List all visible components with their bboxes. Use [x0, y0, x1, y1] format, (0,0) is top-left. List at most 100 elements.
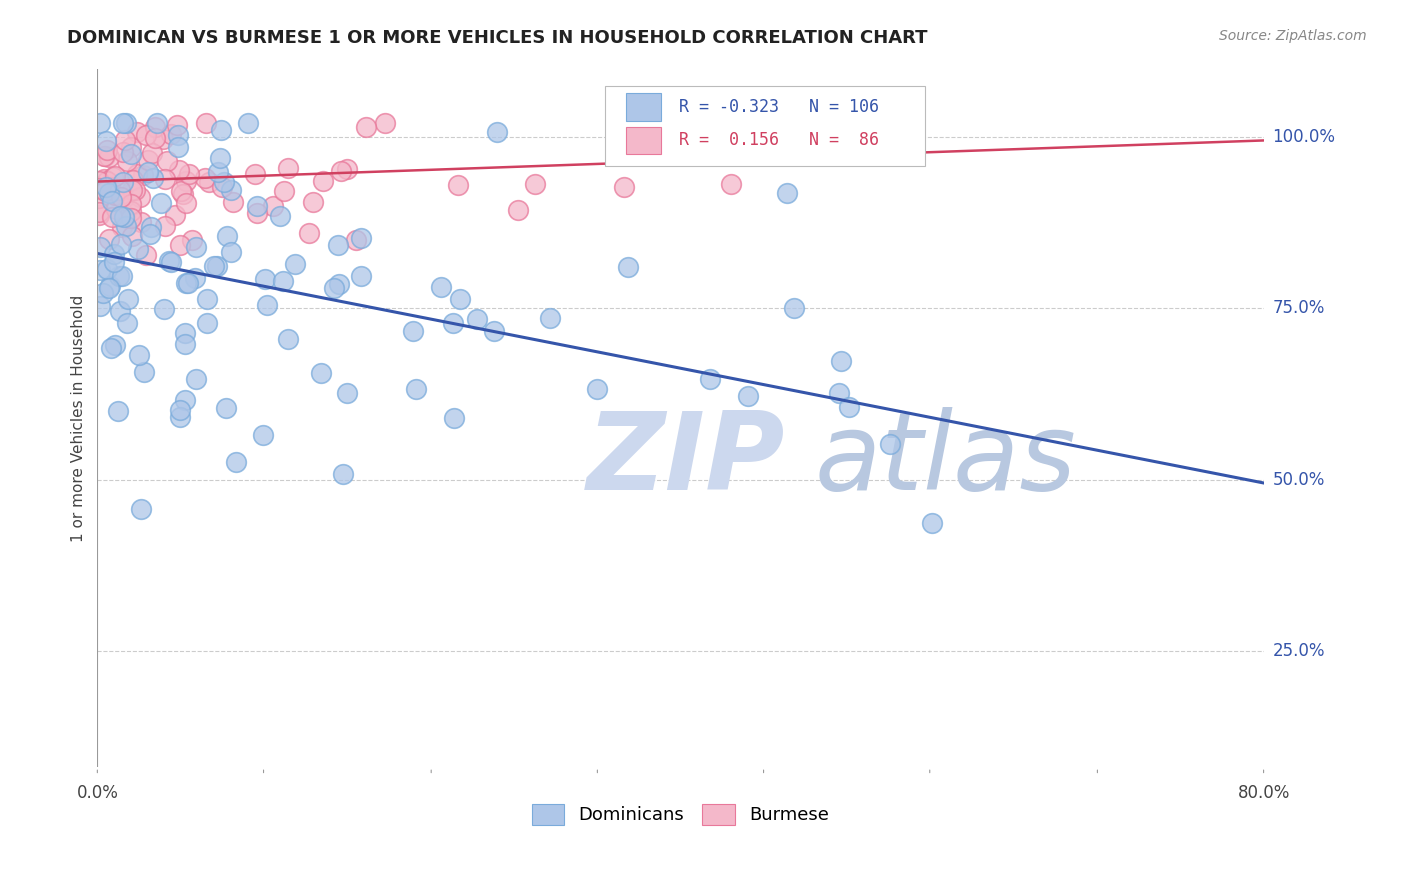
Point — [209, 123, 232, 137]
Point — [302, 194, 325, 209]
Point — [172, 186, 194, 201]
Point — [121, 183, 143, 197]
Point — [169, 238, 191, 252]
Point — [105, 202, 128, 216]
Point — [167, 140, 190, 154]
Text: 25.0%: 25.0% — [1272, 642, 1324, 660]
FancyBboxPatch shape — [605, 86, 925, 166]
Point — [828, 385, 851, 400]
Point — [443, 411, 465, 425]
Point — [143, 120, 166, 135]
Point — [136, 164, 159, 178]
Point — [114, 133, 136, 147]
FancyBboxPatch shape — [626, 93, 661, 121]
Point — [273, 184, 295, 198]
Point — [169, 409, 191, 424]
Point — [103, 169, 125, 184]
Point — [111, 116, 134, 130]
Point — [101, 211, 124, 225]
Point — [202, 260, 225, 274]
Point — [87, 204, 110, 219]
Point — [245, 167, 267, 181]
Point — [117, 292, 139, 306]
Point — [195, 316, 218, 330]
Point — [87, 174, 110, 188]
Point — [194, 170, 217, 185]
Point — [176, 276, 198, 290]
Point — [135, 128, 157, 142]
Point — [122, 173, 145, 187]
Point — [617, 260, 640, 275]
Point — [112, 191, 135, 205]
Text: ZIP: ZIP — [588, 407, 786, 513]
Point — [131, 214, 153, 228]
Point — [120, 140, 142, 154]
Point — [94, 149, 117, 163]
Point — [441, 316, 464, 330]
Point — [173, 393, 195, 408]
Point — [284, 257, 307, 271]
Point — [104, 338, 127, 352]
Point — [152, 302, 174, 317]
Point — [120, 147, 142, 161]
Point — [174, 174, 197, 188]
Point — [114, 116, 136, 130]
Point — [87, 182, 110, 196]
Point — [129, 502, 152, 516]
Point — [98, 278, 121, 293]
Point — [96, 174, 118, 188]
Point — [134, 365, 156, 379]
Point — [101, 194, 124, 209]
Point — [87, 208, 110, 222]
Point — [195, 292, 218, 306]
Point — [879, 437, 901, 451]
Point — [830, 353, 852, 368]
Point — [246, 206, 269, 220]
Point — [111, 219, 134, 234]
Point — [184, 270, 207, 285]
Text: R =  0.156   N =  86: R = 0.156 N = 86 — [679, 131, 879, 150]
Point — [156, 153, 179, 168]
Point — [166, 118, 188, 132]
Point — [145, 116, 167, 130]
Point — [246, 199, 269, 213]
Point — [921, 516, 943, 530]
Point — [198, 175, 221, 189]
Point — [252, 427, 274, 442]
Point — [298, 226, 321, 240]
Point — [111, 268, 134, 283]
Point — [330, 163, 353, 178]
Point — [89, 263, 111, 277]
Point — [673, 146, 696, 161]
Point — [447, 178, 470, 192]
Point — [138, 153, 160, 167]
Point — [120, 211, 142, 225]
Text: Source: ZipAtlas.com: Source: ZipAtlas.com — [1219, 29, 1367, 43]
Point — [222, 194, 245, 209]
Text: 100.0%: 100.0% — [1272, 128, 1336, 146]
Point — [115, 219, 138, 233]
Point — [89, 240, 111, 254]
Point — [152, 132, 174, 146]
Text: 75.0%: 75.0% — [1272, 300, 1324, 318]
Point — [311, 366, 333, 380]
Point — [121, 229, 143, 244]
Point — [165, 208, 187, 222]
Point — [344, 233, 367, 247]
Point — [97, 150, 120, 164]
Point — [103, 188, 125, 202]
Point — [184, 372, 207, 386]
Point — [112, 145, 135, 160]
Point — [93, 172, 115, 186]
Point — [177, 167, 200, 181]
Point — [219, 183, 242, 197]
Point — [111, 175, 134, 189]
Point — [167, 163, 190, 178]
Point — [173, 337, 195, 351]
Point — [87, 191, 110, 205]
Point — [96, 143, 118, 157]
Point — [486, 125, 509, 139]
Point — [212, 175, 235, 189]
Point — [184, 240, 207, 254]
Text: 80.0%: 80.0% — [1237, 784, 1289, 803]
